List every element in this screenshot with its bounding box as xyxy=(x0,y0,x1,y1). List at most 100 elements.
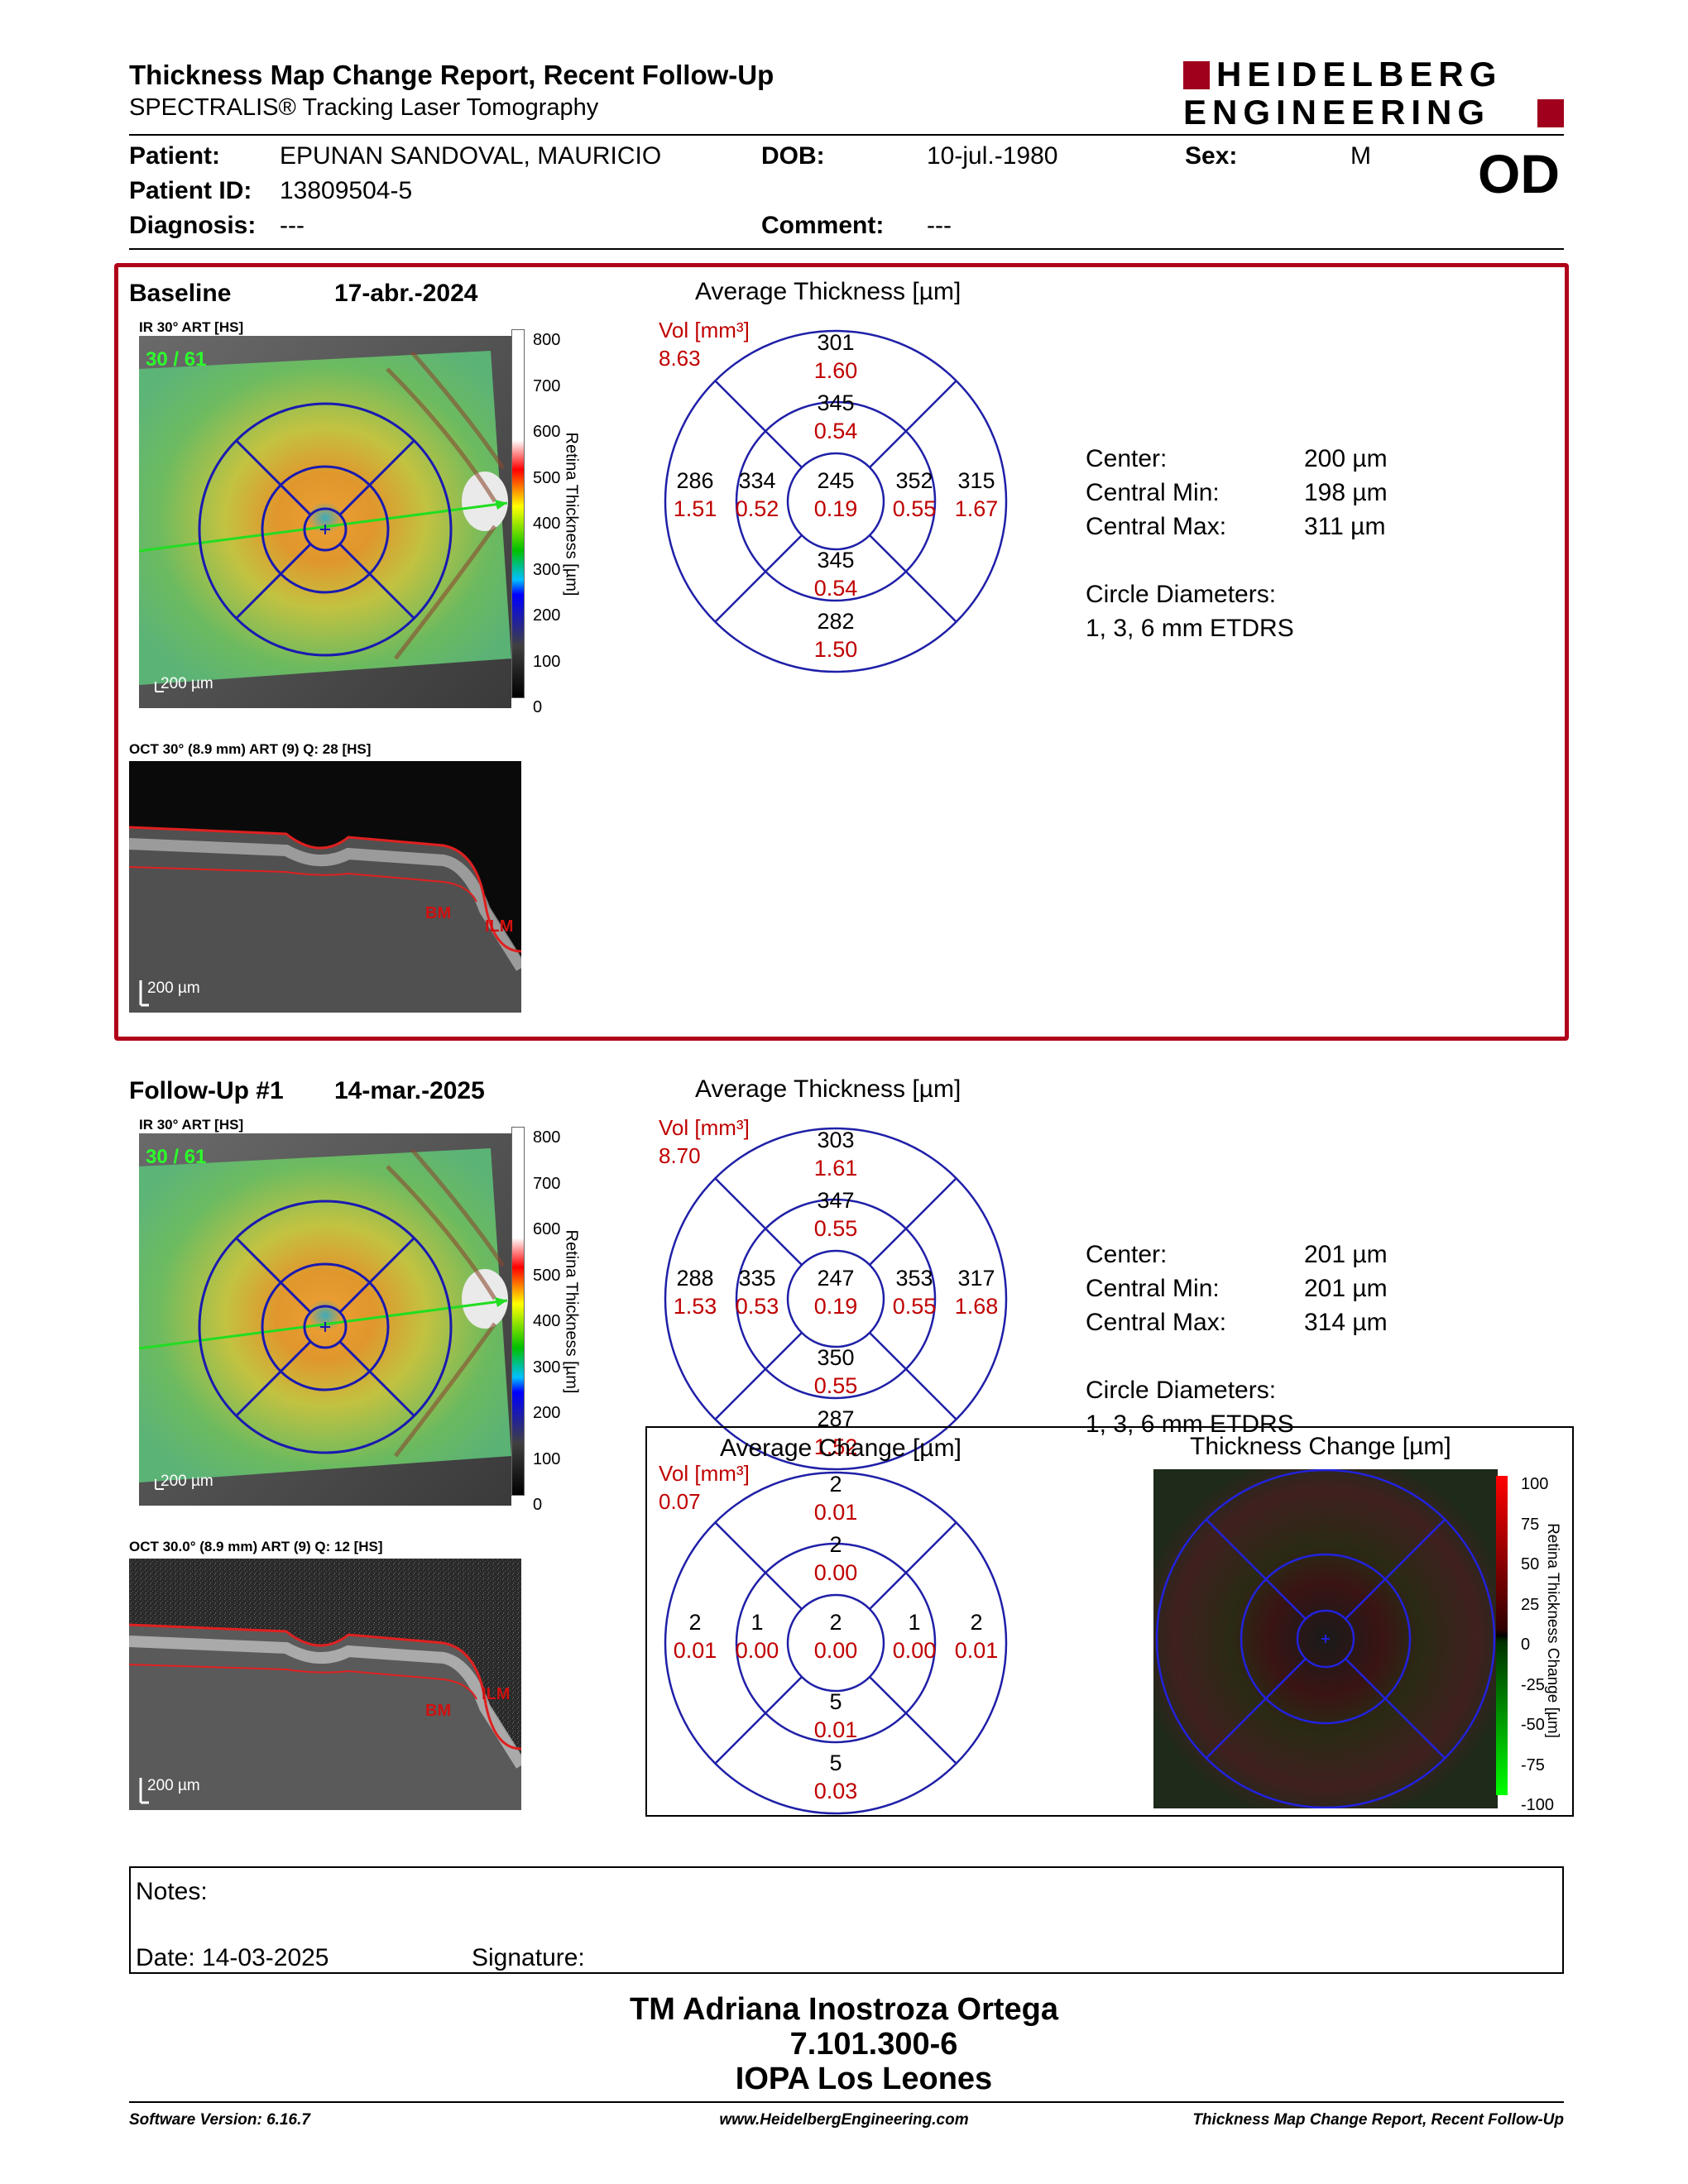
followup-thickness-ticks: 800 700 600 500 400 300 200 100 0 xyxy=(533,1128,561,1514)
diagnosis-value: --- xyxy=(280,212,305,239)
svg-text:0.00: 0.00 xyxy=(893,1638,937,1663)
svg-text:350: 350 xyxy=(817,1345,854,1370)
svg-text:5: 5 xyxy=(829,1751,842,1775)
followup-oct-scale: 200 µm xyxy=(147,1777,200,1794)
followup-vol-value: 8.70 xyxy=(659,1143,701,1168)
svg-text:345: 345 xyxy=(817,548,854,572)
baseline-stats-labels: Center: Central Min: Central Max: xyxy=(1086,445,1227,540)
baseline-label: Baseline xyxy=(129,280,232,307)
logo-line-2: ENGINEERING xyxy=(1183,93,1491,132)
svg-text:0.01: 0.01 xyxy=(814,1717,858,1742)
followup-frame-count: 30 / 61 xyxy=(146,1146,206,1168)
baseline-oct-scale: 200 µm xyxy=(147,979,200,997)
footer-url[interactable]: www.HeidelbergEngineering.com xyxy=(719,2111,969,2129)
comment-value: --- xyxy=(927,212,952,239)
baseline-circle-diameters: Circle Diameters: 1, 3, 6 mm ETDRS xyxy=(1086,581,1294,642)
change-map-title: Thickness Change [µm] xyxy=(1190,1433,1451,1460)
software-version: Software Version: 6.16.7 xyxy=(129,2111,310,2129)
followup-oct-label: OCT 30.0° (8.9 mm) ART (9) Q: 12 [HS] xyxy=(129,1539,383,1554)
svg-text:0.19: 0.19 xyxy=(814,496,858,521)
report-title: Thickness Map Change Report, Recent Foll… xyxy=(129,60,774,90)
svg-text:282: 282 xyxy=(817,609,854,634)
followup-ilm-label: ILM xyxy=(482,1685,510,1703)
baseline-frame xyxy=(114,263,1569,1041)
followup-date: 14-mar.-2025 xyxy=(334,1077,485,1104)
baseline-thickness-ticks: 800 700 600 500 400 300 200 100 0 xyxy=(533,331,561,716)
comment-label: Comment: xyxy=(761,212,885,239)
svg-text:1.67: 1.67 xyxy=(955,496,999,521)
svg-text:1.50: 1.50 xyxy=(814,637,858,662)
svg-text:0.54: 0.54 xyxy=(814,419,858,443)
svg-text:1.53: 1.53 xyxy=(674,1294,717,1319)
svg-text:2: 2 xyxy=(829,1472,842,1497)
sex-value: M xyxy=(1350,142,1371,170)
baseline-oct-bscan: BM ILM 200 µm xyxy=(129,761,521,1013)
svg-text:2: 2 xyxy=(829,1610,842,1635)
followup-avg-title: Average Thickness [µm] xyxy=(695,1075,961,1103)
svg-text:301: 301 xyxy=(817,330,854,355)
thickness-change-map xyxy=(1153,1469,1498,1808)
signer-id: 7.101.300-6 xyxy=(789,2027,958,2062)
baseline-date: 17-abr.-2024 xyxy=(334,280,478,307)
baseline-fundus-map: 30 / 61 200 µm xyxy=(139,336,511,708)
followup-ir-label: IR 30° ART [HS] xyxy=(139,1117,244,1133)
svg-text:1: 1 xyxy=(908,1610,920,1635)
svg-text:1.68: 1.68 xyxy=(955,1294,999,1319)
baseline-bm-label: BM xyxy=(425,904,451,922)
signer-place: IOPA Los Leones xyxy=(735,2062,993,2096)
svg-text:0.53: 0.53 xyxy=(736,1294,779,1319)
svg-text:0.55: 0.55 xyxy=(893,1294,937,1319)
report-subtitle: SPECTRALIS® Tracking Laser Tomography xyxy=(129,94,599,121)
baseline-oct-label: OCT 30° (8.9 mm) ART (9) Q: 28 [HS] xyxy=(129,741,372,757)
change-panel xyxy=(645,1426,1574,1817)
heidelberg-logo: HEIDELBERG ENGINEERING xyxy=(1183,55,1564,134)
svg-text:0.00: 0.00 xyxy=(736,1638,779,1663)
svg-text:0.00: 0.00 xyxy=(814,1560,858,1585)
svg-text:1.51: 1.51 xyxy=(674,496,717,521)
footer-report-name: Thickness Map Change Report, Recent Foll… xyxy=(1192,2111,1564,2129)
svg-text:0.01: 0.01 xyxy=(955,1638,999,1663)
svg-text:2: 2 xyxy=(970,1610,982,1635)
svg-text:0.55: 0.55 xyxy=(814,1373,858,1398)
svg-text:247: 247 xyxy=(817,1266,854,1291)
followup-oct-bscan: BM ILM 200 µm xyxy=(129,1559,521,1810)
followup-stats-labels: Center: Central Min: Central Max: xyxy=(1086,1241,1227,1336)
baseline-ir-scale: 200 µm xyxy=(161,675,213,692)
followup-ir-scale: 200 µm xyxy=(161,1473,213,1490)
svg-text:352: 352 xyxy=(895,468,933,493)
logo-line-1: HEIDELBERG xyxy=(1216,55,1503,93)
svg-text:2: 2 xyxy=(688,1610,701,1635)
svg-text:0.55: 0.55 xyxy=(893,496,937,521)
svg-text:317: 317 xyxy=(957,1266,995,1291)
baseline-thickness-colorbar xyxy=(511,329,525,698)
svg-text:0.52: 0.52 xyxy=(736,496,779,521)
svg-text:335: 335 xyxy=(738,1266,775,1291)
baseline-ir-label: IR 30° ART [HS] xyxy=(139,319,244,335)
followup-etdrs-grid: 303 1.61 347 0.55 288 1.53 335 0.53 247 … xyxy=(664,1127,1008,1471)
svg-text:0.54: 0.54 xyxy=(814,576,858,601)
baseline-etdrs-grid: 301 1.60 345 0.54 286 1.51 334 0.52 245 … xyxy=(664,329,1008,673)
svg-text:286: 286 xyxy=(676,468,713,493)
svg-text:0.19: 0.19 xyxy=(814,1294,858,1319)
diagnosis-label: Diagnosis: xyxy=(129,212,257,239)
signature-label: Signature: xyxy=(472,1944,585,1971)
change-avg-title: Average Change [µm] xyxy=(720,1434,961,1462)
svg-text:353: 353 xyxy=(895,1266,933,1291)
change-vol-value: 0.07 xyxy=(659,1489,701,1514)
svg-text:1.52: 1.52 xyxy=(814,1434,858,1459)
followup-stats-values: 201 µm 201 µm 314 µm xyxy=(1304,1241,1388,1336)
svg-text:0.00: 0.00 xyxy=(814,1638,858,1663)
sex-label: Sex: xyxy=(1185,142,1238,170)
svg-text:2: 2 xyxy=(829,1532,842,1557)
baseline-stats-values: 200 µm 198 µm 311 µm xyxy=(1304,445,1388,540)
dob-label: DOB: xyxy=(761,142,825,170)
svg-text:288: 288 xyxy=(676,1266,713,1291)
followup-circle-diameters: Circle Diameters: 1, 3, 6 mm ETDRS xyxy=(1086,1377,1294,1438)
signer-name: TM Adriana Inostroza Ortega xyxy=(630,1992,1058,2027)
followup-label: Follow-Up #1 xyxy=(129,1077,284,1104)
svg-text:0.01: 0.01 xyxy=(674,1638,717,1663)
svg-text:303: 303 xyxy=(817,1128,854,1152)
svg-text:0.03: 0.03 xyxy=(814,1779,858,1803)
baseline-avg-title: Average Thickness [µm] xyxy=(695,278,961,305)
svg-text:1.60: 1.60 xyxy=(814,358,858,383)
